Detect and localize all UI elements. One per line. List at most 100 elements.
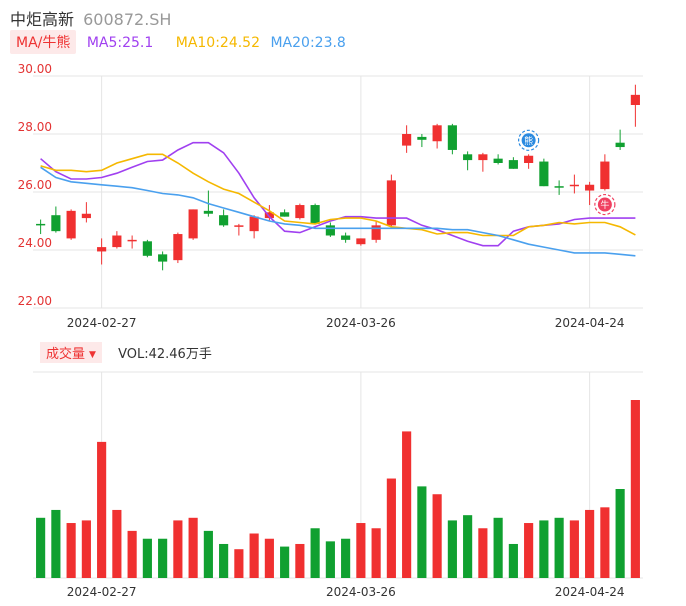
candle-body[interactable] [508, 160, 518, 169]
candle-body[interactable] [325, 225, 335, 236]
date-tick-label: 2024-02-27 [67, 316, 137, 330]
volume-bar[interactable] [97, 441, 107, 578]
candle-body[interactable] [539, 161, 549, 187]
candle-body[interactable] [219, 215, 229, 226]
price-tick-label: 22.00 [18, 294, 52, 308]
candle-body[interactable] [66, 210, 76, 239]
stock-header: 中炬高新 600872.SH [10, 6, 171, 30]
candle-body[interactable] [447, 125, 457, 150]
volume-bar[interactable] [295, 543, 305, 578]
ma20-legend: MA20:23.8 [270, 35, 346, 51]
volume-bar[interactable] [81, 520, 91, 578]
badge-dot [597, 197, 612, 212]
candle-body[interactable] [386, 180, 396, 226]
volume-bar[interactable] [402, 431, 412, 578]
date-tick-label: 2024-03-26 [326, 585, 396, 599]
candle-body[interactable] [585, 184, 595, 191]
volume-bar[interactable] [554, 517, 564, 578]
volume-bar[interactable] [585, 509, 595, 578]
candle-body[interactable] [81, 213, 91, 219]
candle-body[interactable] [173, 234, 183, 261]
volume-bar[interactable] [600, 507, 610, 578]
volume-bar[interactable] [36, 517, 46, 578]
volume-bar[interactable] [264, 538, 274, 578]
candle-body[interactable] [36, 223, 46, 226]
volume-indicator-label: 成交量 [46, 347, 86, 362]
candle-body[interactable] [249, 216, 259, 232]
candle-body[interactable] [402, 134, 412, 146]
candle-body[interactable] [524, 155, 534, 163]
candle-body[interactable] [341, 235, 351, 240]
candle-body[interactable] [432, 125, 442, 142]
volume-bar[interactable] [447, 520, 457, 578]
candle-body[interactable] [554, 186, 564, 188]
caret-down-icon: ▼ [89, 350, 96, 360]
candle-body[interactable] [356, 238, 366, 245]
candle-body[interactable] [463, 154, 473, 161]
candle-body[interactable] [234, 225, 244, 227]
volume-bar[interactable] [463, 515, 473, 578]
candle-body[interactable] [493, 158, 503, 163]
volume-bar[interactable] [173, 520, 183, 578]
candle-body[interactable] [158, 254, 168, 262]
candle-body[interactable] [203, 210, 213, 214]
volume-bar[interactable] [66, 523, 76, 578]
date-tick-label: 2024-04-24 [555, 316, 625, 330]
badge-dot [521, 133, 536, 148]
bull-badge-icon[interactable]: 牛 [594, 193, 616, 216]
price-tick-label: 26.00 [18, 178, 52, 192]
candle-body[interactable] [97, 247, 107, 252]
candle-body[interactable] [371, 225, 381, 240]
volume-bar[interactable] [569, 520, 579, 578]
volume-bar[interactable] [158, 538, 168, 578]
volume-bar[interactable] [386, 478, 396, 578]
candle-body[interactable] [630, 94, 640, 105]
volume-bar[interactable] [142, 538, 152, 578]
volume-bar[interactable] [341, 538, 351, 578]
badge-label: 牛 [600, 199, 609, 211]
candle-body[interactable] [478, 154, 488, 161]
candle-body[interactable] [417, 136, 427, 140]
candle-body[interactable] [600, 161, 610, 190]
volume-bar[interactable] [539, 520, 549, 578]
volume-bar[interactable] [127, 530, 137, 578]
bear-badge-icon[interactable]: 熊 [518, 129, 540, 151]
volume-bar[interactable] [432, 494, 442, 578]
candle-body[interactable] [295, 205, 305, 219]
volume-bar[interactable] [478, 528, 488, 578]
candle-body[interactable] [112, 235, 122, 248]
volume-indicator-dropdown[interactable]: 成交量 ▼ [40, 342, 102, 363]
volume-bar[interactable] [615, 489, 625, 578]
volume-bar[interactable] [203, 530, 213, 578]
candle-body[interactable] [264, 212, 274, 219]
volume-bar[interactable] [249, 533, 259, 579]
ma-legend: MA/牛熊 MA5:25.1 MA10:24.52 MA20:23.8 [10, 30, 346, 54]
volume-bar[interactable] [280, 546, 290, 578]
volume-bar[interactable] [524, 523, 534, 578]
volume-bar[interactable] [508, 543, 518, 578]
volume-bar[interactable] [234, 549, 244, 578]
ma-indicator-tab[interactable]: MA/牛熊 [10, 30, 77, 54]
volume-value: VOL:42.46万手 [118, 347, 212, 362]
candle-body[interactable] [51, 215, 61, 232]
volume-bar[interactable] [417, 486, 427, 578]
volume-bar[interactable] [219, 543, 229, 578]
candle-body[interactable] [280, 212, 290, 217]
volume-bar[interactable] [630, 400, 640, 578]
volume-bar[interactable] [356, 523, 366, 578]
candle-body[interactable] [188, 209, 198, 239]
volume-bar[interactable] [493, 517, 503, 578]
volume-bar[interactable] [371, 528, 381, 578]
candle-body[interactable] [127, 239, 137, 242]
volume-bar[interactable] [188, 517, 198, 578]
volume-bar[interactable] [112, 509, 122, 578]
candle-body[interactable] [569, 184, 579, 187]
stock-name: 中炬高新 [10, 10, 75, 29]
candle-body[interactable] [615, 142, 625, 148]
candle-body[interactable] [310, 205, 320, 224]
candle-body[interactable] [142, 241, 152, 256]
volume-bar[interactable] [51, 509, 61, 578]
volume-bar[interactable] [325, 541, 335, 578]
volume-bar[interactable] [310, 528, 320, 578]
